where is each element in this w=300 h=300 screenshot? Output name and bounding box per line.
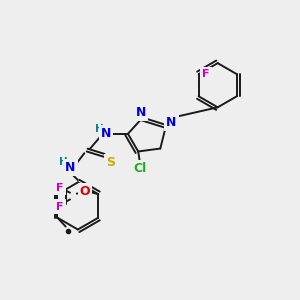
- Text: S: S: [106, 156, 115, 169]
- Text: N: N: [136, 106, 146, 119]
- Text: O: O: [80, 185, 90, 198]
- Text: N: N: [100, 127, 111, 140]
- Text: H: H: [95, 124, 103, 134]
- Text: N: N: [166, 116, 177, 128]
- Text: Cl: Cl: [133, 162, 146, 175]
- Text: H: H: [59, 158, 68, 167]
- Text: F: F: [56, 183, 64, 193]
- Text: N: N: [65, 161, 76, 174]
- Text: F: F: [202, 69, 210, 79]
- Text: F: F: [56, 202, 64, 212]
